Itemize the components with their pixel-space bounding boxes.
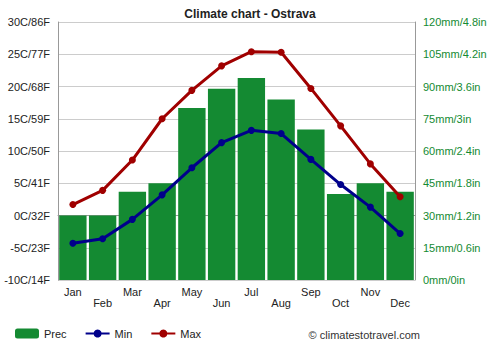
svg-text:Apr: Apr (154, 297, 171, 309)
svg-text:30mm/1.2in: 30mm/1.2in (423, 210, 480, 222)
svg-text:Max: Max (180, 328, 201, 340)
svg-text:Sep: Sep (301, 286, 321, 298)
svg-text:45mm/1.8in: 45mm/1.8in (423, 177, 480, 189)
svg-text:Prec: Prec (44, 328, 67, 340)
svg-text:© climatestotravel.com: © climatestotravel.com (309, 329, 420, 341)
svg-text:5C/41F: 5C/41F (14, 177, 50, 189)
svg-text:0C/32F: 0C/32F (14, 210, 50, 222)
svg-text:Dec: Dec (390, 297, 410, 309)
svg-text:Nov: Nov (361, 286, 381, 298)
svg-text:Mar: Mar (123, 286, 142, 298)
svg-text:20C/68F: 20C/68F (8, 81, 50, 93)
svg-text:0mm/0in: 0mm/0in (423, 274, 465, 286)
svg-text:Min: Min (115, 328, 133, 340)
svg-text:Feb: Feb (93, 297, 112, 309)
svg-text:105mm/4.2in: 105mm/4.2in (423, 48, 487, 60)
svg-text:75mm/3in: 75mm/3in (423, 113, 471, 125)
svg-text:Oct: Oct (332, 297, 349, 309)
svg-text:60mm/2.4in: 60mm/2.4in (423, 145, 480, 157)
svg-text:15C/59F: 15C/59F (8, 113, 50, 125)
svg-text:120mm/4.8in: 120mm/4.8in (423, 16, 487, 28)
svg-text:Aug: Aug (271, 297, 291, 309)
svg-text:90mm/3.6in: 90mm/3.6in (423, 81, 480, 93)
svg-text:30C/86F: 30C/86F (8, 16, 50, 28)
svg-text:-10C/14F: -10C/14F (4, 274, 50, 286)
svg-text:Jul: Jul (244, 286, 258, 298)
svg-text:Jun: Jun (213, 297, 231, 309)
svg-text:-5C/23F: -5C/23F (10, 242, 50, 254)
svg-text:May: May (181, 286, 202, 298)
svg-text:10C/50F: 10C/50F (8, 145, 50, 157)
svg-text:Jan: Jan (64, 286, 82, 298)
svg-text:Climate chart - Ostrava: Climate chart - Ostrava (184, 7, 316, 21)
svg-text:15mm/0.6in: 15mm/0.6in (423, 242, 480, 254)
svg-text:25C/77F: 25C/77F (8, 48, 50, 60)
